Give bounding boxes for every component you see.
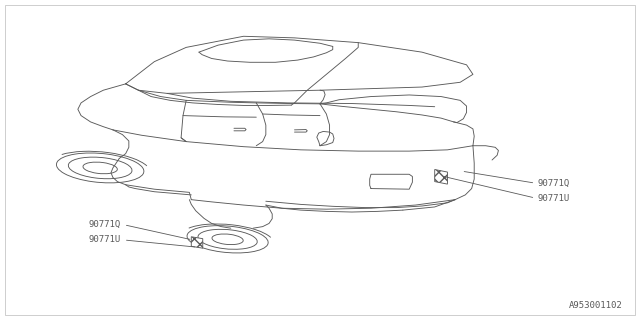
Polygon shape — [435, 170, 447, 184]
Polygon shape — [191, 237, 203, 248]
Text: 90771U: 90771U — [538, 194, 570, 203]
Text: 90771U: 90771U — [89, 236, 121, 244]
Text: 90771Q: 90771Q — [538, 179, 570, 188]
Text: A953001102: A953001102 — [569, 301, 623, 310]
Text: 90771Q: 90771Q — [89, 220, 121, 229]
